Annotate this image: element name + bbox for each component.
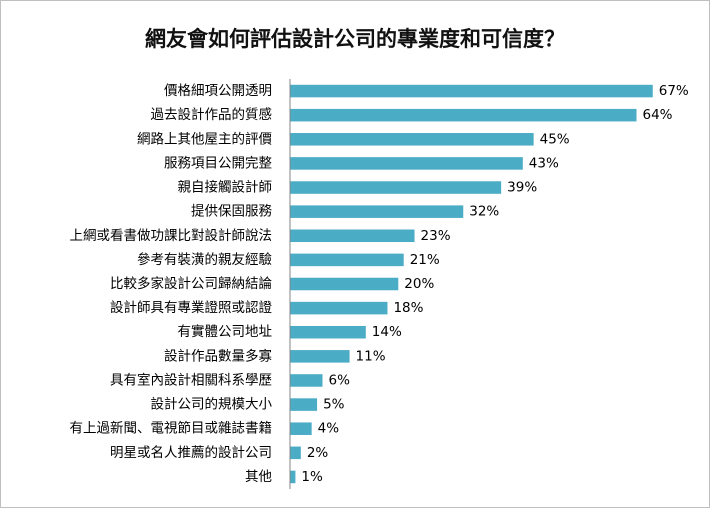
category-label: 比較多家設計公司歸納結論 [110,275,272,292]
category-label: 有實體公司地址 [178,323,273,340]
category-label: 上網或看書做功課比對設計師說法 [70,227,273,244]
bar [290,277,399,291]
data-label: 2% [307,445,329,461]
category-label: 服務項目公開完整 [164,155,272,171]
data-label: 20% [404,276,434,292]
bar [290,229,415,243]
data-label: 4% [318,421,340,437]
category-label: 設計公司的規模大小 [151,397,273,413]
chart-title: 網友會如何評估設計公司的專業度和可信度？ [145,27,565,51]
category-label: 其他 [245,469,272,485]
data-label: 23% [421,228,451,244]
data-label: 6% [328,372,350,388]
bar [290,108,637,122]
bar [290,374,323,387]
data-label: 43% [529,155,559,171]
category-label: 參考有裝潢的親友經驗 [137,252,272,268]
bar [290,157,523,170]
bar [290,205,464,218]
bar [290,350,350,363]
category-label: 設計師具有專業證照或認證 [110,299,272,316]
category-label: 過去設計作品的質感 [151,106,273,123]
data-label: 5% [323,397,345,413]
bar [290,398,318,411]
bar [290,84,653,98]
data-label: 11% [356,348,386,364]
category-label: 有上過新聞、電視節目或雜誌書籍 [70,420,273,437]
data-label: 21% [410,252,440,268]
category-labels: 價格細項公開透明過去設計作品的質感網路上其他屋主的評價服務項目公開完整親自接觸設… [70,83,273,485]
bar [290,470,296,484]
category-label: 設計作品數量多寡 [164,347,272,364]
data-label: 39% [507,180,537,196]
bar [290,325,366,339]
bar [290,253,404,267]
bar [290,133,534,146]
bars-group [290,84,653,484]
bar [290,181,502,194]
data-label: 18% [393,300,423,316]
category-label: 明星或名人推薦的設計公司 [110,445,272,461]
category-label: 提供保固服務 [191,204,272,220]
bar [290,422,312,435]
category-label: 網路上其他屋主的評價 [137,131,272,147]
data-label: 1% [301,469,323,485]
category-label: 具有室內設計相關科系學歷 [110,371,272,388]
data-label: 32% [469,204,499,220]
data-label: 45% [540,131,570,147]
category-label: 價格細項公開透明 [164,83,272,99]
data-label: 64% [643,107,673,123]
bar [290,301,388,315]
category-label: 親自接觸設計師 [178,179,273,196]
data-label: 14% [372,324,402,340]
value-labels: 67% 64% 45% 43% 39% 32% 23% 21% 20% 18% 14% 11% 6% 5%… [301,83,689,485]
data-label: 67% [659,83,689,99]
bar [290,446,301,460]
